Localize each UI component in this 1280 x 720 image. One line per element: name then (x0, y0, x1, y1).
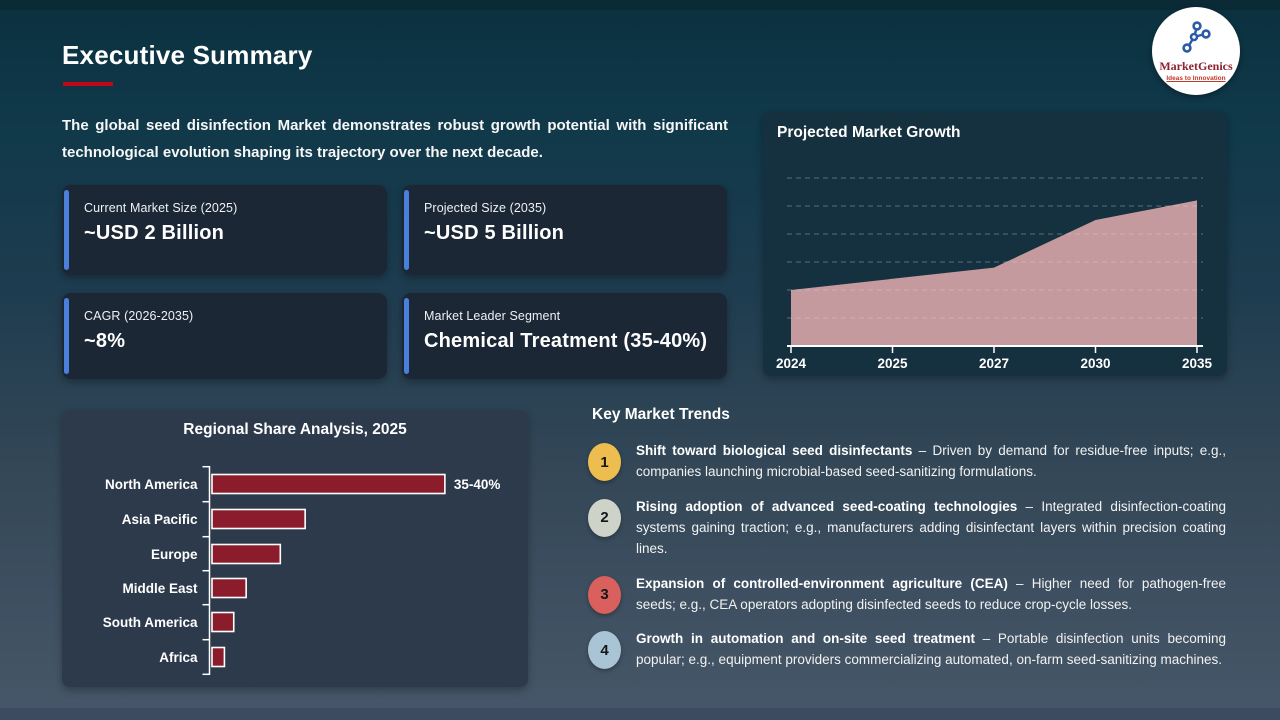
stat-card-value: ~USD 2 Billion (84, 222, 225, 244)
svg-text:2024: 2024 (776, 356, 807, 371)
trend-lead: Shift toward biological seed disinfectan… (636, 443, 913, 458)
trend-item-4: 4 Growth in automation and on-site seed … (588, 629, 1226, 671)
trend-text: Expansion of controlled-environment agri… (636, 574, 1226, 616)
bottom-accent-strip (0, 708, 1280, 720)
svg-text:Asia Pacific: Asia Pacific (122, 512, 198, 527)
trend-text: Shift toward biological seed disinfectan… (636, 441, 1226, 483)
trends-title: Key Market Trends (592, 406, 730, 423)
card-accent-bar (404, 190, 409, 270)
regional-chart-title: Regional Share Analysis, 2025 (183, 421, 407, 438)
trend-number-badge: 3 (588, 575, 621, 614)
svg-text:35-40%: 35-40% (454, 477, 501, 492)
molecule-icon (1179, 20, 1213, 58)
key-market-trends-section: Key Market Trends 1 Shift toward biologi… (588, 406, 1226, 685)
stat-card-label: Current Market Size (2025) (84, 201, 238, 215)
stat-card-label: Projected Size (2035) (424, 201, 547, 215)
trend-number-badge: 2 (588, 498, 621, 537)
marketgenics-logo: MarketGenics Ideas to Innovation (1152, 7, 1240, 95)
svg-text:Africa: Africa (159, 650, 198, 665)
stat-card-current-size: Current Market Size (2025) ~USD 2 Billio… (62, 185, 387, 275)
trend-text: Growth in automation and on-site seed tr… (636, 629, 1226, 671)
trend-detail: – Portable disinfection units becoming p… (636, 631, 1226, 668)
regional-share-bar-chart: North America 35-40% Asia Pacific Europe Mid… (103, 465, 501, 676)
svg-text:South America: South America (103, 615, 198, 630)
card-accent-bar (404, 298, 409, 374)
svg-text:Europe: Europe (151, 547, 198, 562)
trend-lead: Rising adoption of advanced seed-coating… (636, 498, 1018, 514)
stat-card-projected-size: Projected Size (2035) ~USD 5 Billion (402, 185, 727, 275)
trend-lead: Expansion of controlled-environment agri… (636, 575, 1008, 591)
trend-detail: – Integrated disinfection-coating system… (636, 498, 1226, 556)
growth-chart-title: Projected Market Growth (777, 124, 961, 141)
trend-detail: – Driven by demand for residue-free inpu… (636, 443, 1226, 479)
trend-number-badge: 4 (588, 631, 621, 670)
stat-card-value: ~8% (84, 330, 126, 352)
trend-item-1: 1 Shift toward biological seed disinfect… (588, 441, 1226, 483)
intro-paragraph: The global seed disinfection Market demo… (62, 117, 728, 162)
trend-lead: Growth in automation and on-site seed tr… (636, 631, 975, 647)
logo-name: MarketGenics (1159, 58, 1233, 73)
title-underline (63, 82, 113, 86)
page-title: Executive Summary (62, 40, 313, 70)
trend-item-2: 2 Rising adoption of advanced seed-coati… (588, 497, 1226, 560)
svg-text:North America: North America (105, 477, 198, 492)
svg-text:2035: 2035 (1182, 356, 1213, 371)
stat-cards-grid: Current Market Size (2025) ~USD 2 Billio… (62, 185, 727, 379)
projected-market-growth-panel: 2024 2025 2027 2030 2035 Projected Market Gr… (763, 112, 1227, 376)
stat-card-label: CAGR (2026-2035) (84, 309, 194, 323)
stat-card-value: ~USD 5 Billion (424, 222, 565, 244)
trend-number-badge: 1 (588, 443, 621, 481)
logo-tagline: Ideas to Innovation (1166, 74, 1226, 82)
card-accent-bar (64, 298, 69, 374)
svg-text:2030: 2030 (1080, 356, 1110, 371)
trend-text: Rising adoption of advanced seed-coating… (636, 497, 1226, 560)
card-accent-bar (64, 190, 69, 270)
regional-share-panel: North America 35-40% Asia Pacific Europe Mid… (62, 410, 528, 687)
svg-text:Middle East: Middle East (122, 581, 198, 596)
trend-list: 1 Shift toward biological seed disinfect… (588, 441, 1226, 685)
trend-item-3: 3 Expansion of controlled-environment ag… (588, 574, 1226, 616)
stat-card-cagr: CAGR (2026-2035) ~8% (62, 293, 387, 379)
svg-text:2025: 2025 (877, 356, 908, 371)
top-accent-strip (0, 0, 1280, 10)
stat-card-leader-segment: Market Leader Segment Chemical Treatment… (402, 293, 727, 379)
svg-text:2027: 2027 (979, 356, 1009, 371)
trend-detail: – Higher need for pathogen-free seeds; e… (636, 575, 1226, 612)
market-growth-area-chart: 2024 2025 2027 2030 2035 (776, 177, 1213, 371)
stat-card-label: Market Leader Segment (424, 309, 561, 323)
stat-card-value: Chemical Treatment (35-40%) (424, 330, 708, 352)
